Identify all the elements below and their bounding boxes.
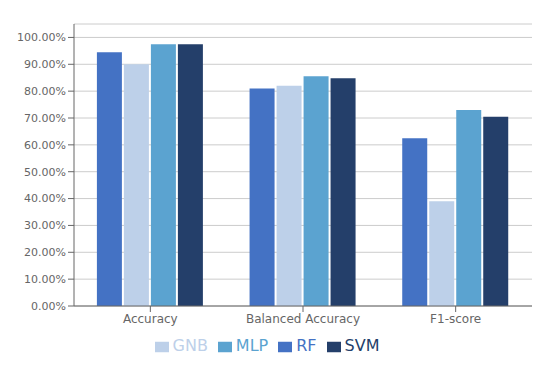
- svg-text:F1-score: F1-score: [430, 312, 481, 326]
- html-text:SVM: SVM: [344, 336, 380, 355]
- svg-text:20.00%: 20.00%: [24, 246, 66, 259]
- svg-text:60.00%: 60.00%: [24, 139, 66, 152]
- svg-text:80.00%: 80.00%: [24, 85, 66, 98]
- svg-text:90.00%: 90.00%: [24, 58, 66, 71]
- svg-text:70.00%: 70.00%: [24, 112, 66, 125]
- svg-text:10.00%: 10.00%: [24, 273, 66, 286]
- html-text:GNB: GNB: [172, 336, 208, 355]
- svg-text:Accuracy: Accuracy: [123, 312, 178, 326]
- svg-text:50.00%: 50.00%: [24, 166, 66, 179]
- svg-text:Balanced Accuracy: Balanced Accuracy: [246, 312, 360, 326]
- html-text:RF: RF: [296, 336, 317, 355]
- svg-text:40.00%: 40.00%: [24, 192, 66, 205]
- html-text:MLP: MLP: [235, 336, 269, 355]
- svg-text:0.00%: 0.00%: [31, 300, 66, 313]
- svg-text:100.00%: 100.00%: [17, 31, 66, 44]
- svg-text:30.00%: 30.00%: [24, 219, 66, 232]
